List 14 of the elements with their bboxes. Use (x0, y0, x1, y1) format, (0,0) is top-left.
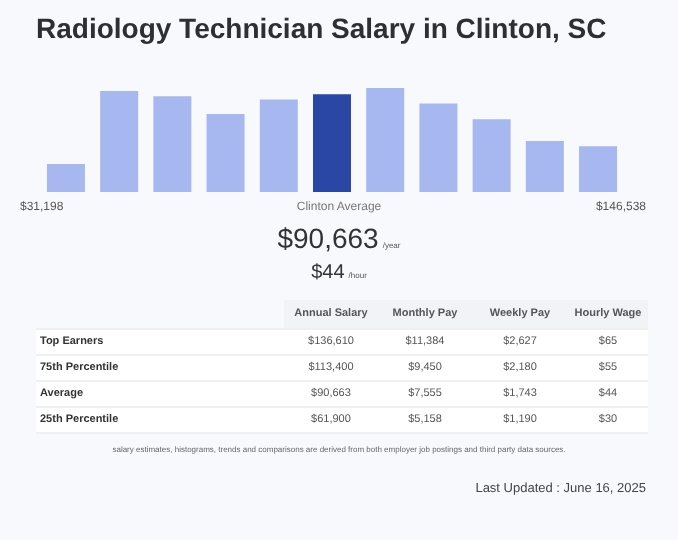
bar (153, 96, 192, 192)
bar (313, 94, 351, 192)
text: $44 (311, 262, 345, 284)
bar (525, 141, 564, 192)
bar (206, 114, 245, 192)
bar (46, 163, 85, 192)
bar (100, 91, 139, 192)
bar (366, 88, 405, 192)
bar (259, 99, 298, 192)
bar (579, 146, 618, 192)
bar (419, 103, 458, 192)
bar (472, 119, 511, 192)
chart-title: Radiology Technician Salary in Clinton, SC (36, 12, 607, 44)
text: $90,663 (277, 222, 379, 254)
